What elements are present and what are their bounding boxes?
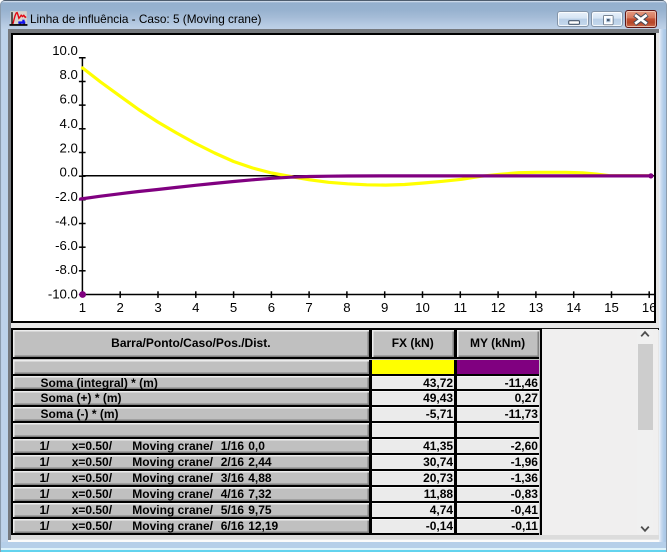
- svg-text:5: 5: [230, 300, 237, 315]
- svg-text:-6.0: -6.0: [55, 238, 78, 253]
- svg-text:15: 15: [604, 300, 619, 315]
- svg-text:12: 12: [491, 300, 506, 315]
- svg-text:4.0: 4.0: [59, 116, 77, 131]
- svg-text:10.0: 10.0: [52, 43, 78, 58]
- svg-text:-8.0: -8.0: [55, 262, 78, 277]
- svg-text:4: 4: [192, 300, 199, 315]
- svg-text:1: 1: [79, 300, 86, 315]
- svg-text:3: 3: [154, 300, 161, 315]
- svg-text:2.0: 2.0: [59, 140, 77, 155]
- svg-text:9: 9: [381, 300, 388, 315]
- svg-text:16: 16: [642, 300, 654, 315]
- svg-text:0.0: 0.0: [59, 165, 77, 180]
- svg-text:7: 7: [305, 300, 312, 315]
- svg-text:6.0: 6.0: [59, 92, 77, 107]
- svg-text:13: 13: [528, 300, 543, 315]
- svg-text:11: 11: [453, 300, 467, 315]
- svg-text:2: 2: [116, 300, 123, 315]
- svg-text:6: 6: [268, 300, 275, 315]
- svg-text:-4.0: -4.0: [55, 213, 78, 228]
- svg-text:10: 10: [415, 300, 430, 315]
- svg-text:8.0: 8.0: [59, 67, 77, 82]
- svg-text:14: 14: [566, 300, 581, 315]
- svg-text:-10.0: -10.0: [48, 287, 78, 302]
- svg-text:8: 8: [343, 300, 350, 315]
- svg-text:-2.0: -2.0: [55, 189, 78, 204]
